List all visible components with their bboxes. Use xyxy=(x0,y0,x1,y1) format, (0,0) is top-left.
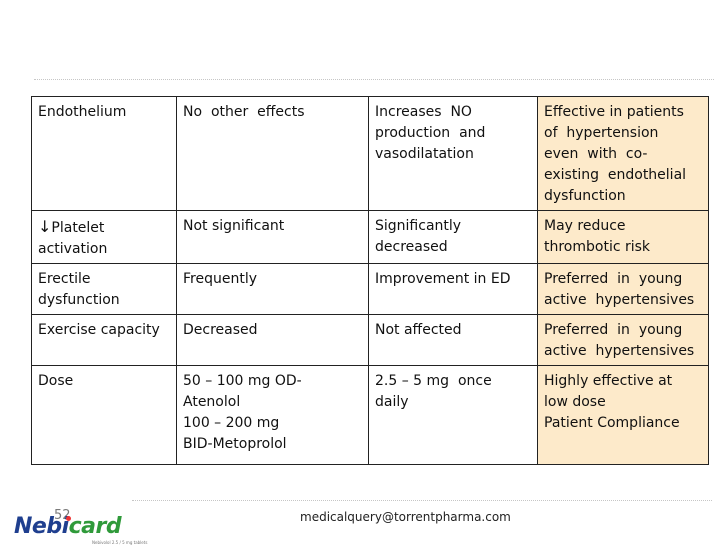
table-cell: Endothelium xyxy=(31,96,177,211)
cell-text: Effective in patients xyxy=(544,104,684,120)
cell-text: Increases NO xyxy=(375,104,472,120)
cell-text: thrombotic risk xyxy=(544,239,651,255)
cell-text: No other effects xyxy=(183,104,305,120)
cell-text: daily xyxy=(375,394,409,410)
table-cell: Increases NO production and vasodilatation xyxy=(368,96,538,211)
table-row: Exercise capacity Decreased Not affected Pr… xyxy=(31,314,709,366)
table-cell: No other effects xyxy=(176,96,369,211)
cell-text: active hypertensives xyxy=(544,343,695,359)
cell-text: Improvement in ED xyxy=(375,271,511,287)
cell-text: activation xyxy=(38,241,108,257)
cell-text: Endothelium xyxy=(38,104,127,120)
cell-text: Patient Compliance xyxy=(544,415,680,431)
cell-text: of hypertension xyxy=(544,125,659,141)
table-cell: Effective in patients of hypertension even… xyxy=(537,96,709,211)
cell-text: Erectile xyxy=(38,271,91,287)
top-divider xyxy=(34,79,714,80)
footer-divider xyxy=(132,500,712,501)
cell-text: Atenolol xyxy=(183,394,241,410)
cell-text: BID-Metoprolol xyxy=(183,436,287,452)
table-row: Endothelium No other effects Increases NO p… xyxy=(31,96,709,211)
cell-text: 100 – 200 mg xyxy=(183,415,280,431)
nebicard-logo: Nebicard Nebivolol 2.5 / 5 mg tablets xyxy=(14,514,148,545)
table-cell: May reduce thrombotic risk xyxy=(537,210,709,264)
cell-text: existing endothelial xyxy=(544,167,687,183)
cell-text: May reduce xyxy=(544,218,626,234)
table-cell: Not significant xyxy=(176,210,369,264)
table-cell: Exercise capacity xyxy=(31,314,177,366)
table-body: Endothelium No other effects Increases NO p… xyxy=(31,96,709,465)
table-cell: Erectile dysfunction xyxy=(31,263,177,315)
comparison-table: Endothelium No other effects Increases NO p… xyxy=(31,96,709,465)
cell-text: dysfunction xyxy=(38,292,120,308)
table-cell: Dose xyxy=(31,365,177,465)
table-cell: Highly effective at low dose Patient Compl… xyxy=(537,365,709,465)
cell-text: Dose xyxy=(38,373,74,389)
cell-text: Frequently xyxy=(183,271,258,287)
cell-text: vasodilatation xyxy=(375,146,474,162)
cell-text: ↓Platelet xyxy=(38,217,105,236)
logo-dot-icon xyxy=(66,516,71,521)
table-cell: 2.5 – 5 mg once daily xyxy=(368,365,538,465)
table-cell: Preferred in young active hypertensives xyxy=(537,263,709,315)
cell-text: active hypertensives xyxy=(544,292,695,308)
cell-text: decreased xyxy=(375,239,448,255)
cell-text: Highly effective at xyxy=(544,373,673,389)
table-cell: Improvement in ED xyxy=(368,263,538,315)
cell-text: Decreased xyxy=(183,322,258,338)
cell-text: production and xyxy=(375,125,486,141)
cell-text: even with co- xyxy=(544,146,648,162)
cell-text: low dose xyxy=(544,394,606,410)
cell-text: Preferred in young xyxy=(544,322,683,338)
table-cell: 50 – 100 mg OD- Atenolol 100 – 200 mg BID-M… xyxy=(176,365,369,465)
table-row: ↓Platelet activation Not significant Signif… xyxy=(31,210,709,264)
table-cell: Not affected xyxy=(368,314,538,366)
table-cell: Decreased xyxy=(176,314,369,366)
table-row: Erectile dysfunction Frequently Improvement… xyxy=(31,263,709,315)
cell-text: Exercise capacity xyxy=(38,322,160,338)
cell-text: Significantly xyxy=(375,218,462,234)
footer-email: medicalquery@torrentpharma.com xyxy=(300,510,511,524)
table-row: Dose 50 – 100 mg OD- Atenolol 100 – 200 mg B… xyxy=(31,365,709,465)
table-cell: Frequently xyxy=(176,263,369,315)
cell-text: Not significant xyxy=(183,218,285,234)
cell-text: dysfunction xyxy=(544,188,626,204)
table-cell: ↓Platelet activation xyxy=(31,210,177,264)
cell-text: 50 – 100 mg OD- xyxy=(183,373,302,389)
table-cell: Significantly decreased xyxy=(368,210,538,264)
cell-text: 2.5 – 5 mg once xyxy=(375,373,492,389)
table-cell: Preferred in young active hypertensives xyxy=(537,314,709,366)
cell-text: Preferred in young xyxy=(544,271,683,287)
cell-text: Not affected xyxy=(375,322,462,338)
down-arrow-icon: ↓ xyxy=(38,217,52,236)
